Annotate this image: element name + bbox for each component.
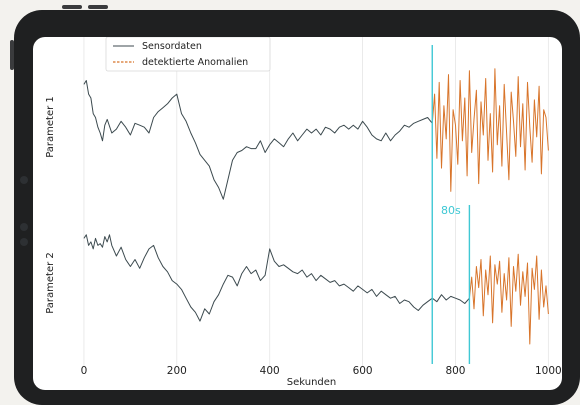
series-line-sensordaten bbox=[83, 80, 433, 200]
x-tick-label: 1000 bbox=[535, 365, 562, 377]
tablet-top-button bbox=[62, 5, 82, 9]
x-tick-label: 400 bbox=[260, 365, 280, 377]
tablet-sensor-dot bbox=[20, 223, 28, 231]
x-tick-label: 0 bbox=[81, 365, 88, 377]
y-axis-label-parameter-1: Parameter 1 bbox=[45, 96, 56, 158]
tablet-screen: Parameter 1 Parameter 2 80s 0 200 400 600 80… bbox=[33, 37, 562, 390]
series-line-anomalien bbox=[431, 68, 549, 192]
x-axis-label: Sekunden bbox=[287, 377, 337, 388]
tablet-sensor-dot bbox=[20, 238, 28, 246]
y-axis-label-parameter-2: Parameter 2 bbox=[45, 252, 56, 314]
marker-lines bbox=[431, 45, 471, 364]
panel-parameter-2: Parameter 2 bbox=[45, 234, 549, 345]
panel-parameter-1: Parameter 1 bbox=[45, 68, 549, 200]
chart-grid bbox=[83, 37, 549, 367]
legend-label-anomalien: detektierte Anomalien bbox=[142, 57, 248, 68]
anomaly-chart: Parameter 1 Parameter 2 80s 0 200 400 600 80… bbox=[45, 37, 562, 388]
tablet-camera-dot bbox=[20, 176, 28, 184]
tablet-top-button bbox=[88, 5, 108, 9]
x-tick-label: 600 bbox=[353, 365, 373, 377]
x-tick-label: 800 bbox=[445, 365, 465, 377]
series-line-anomalien bbox=[468, 253, 549, 345]
x-tick-label: 200 bbox=[167, 365, 187, 377]
tablet-side-button bbox=[10, 40, 14, 70]
legend: Sensordaten detektierte Anomalien bbox=[105, 37, 271, 72]
x-axis-ticks: 0 200 400 600 800 1000 bbox=[81, 365, 562, 377]
interval-annotation: 80s bbox=[441, 204, 461, 217]
series-line-sensordaten bbox=[83, 234, 470, 322]
legend-label-sensordaten: Sensordaten bbox=[142, 41, 202, 52]
legend-box bbox=[105, 37, 271, 72]
